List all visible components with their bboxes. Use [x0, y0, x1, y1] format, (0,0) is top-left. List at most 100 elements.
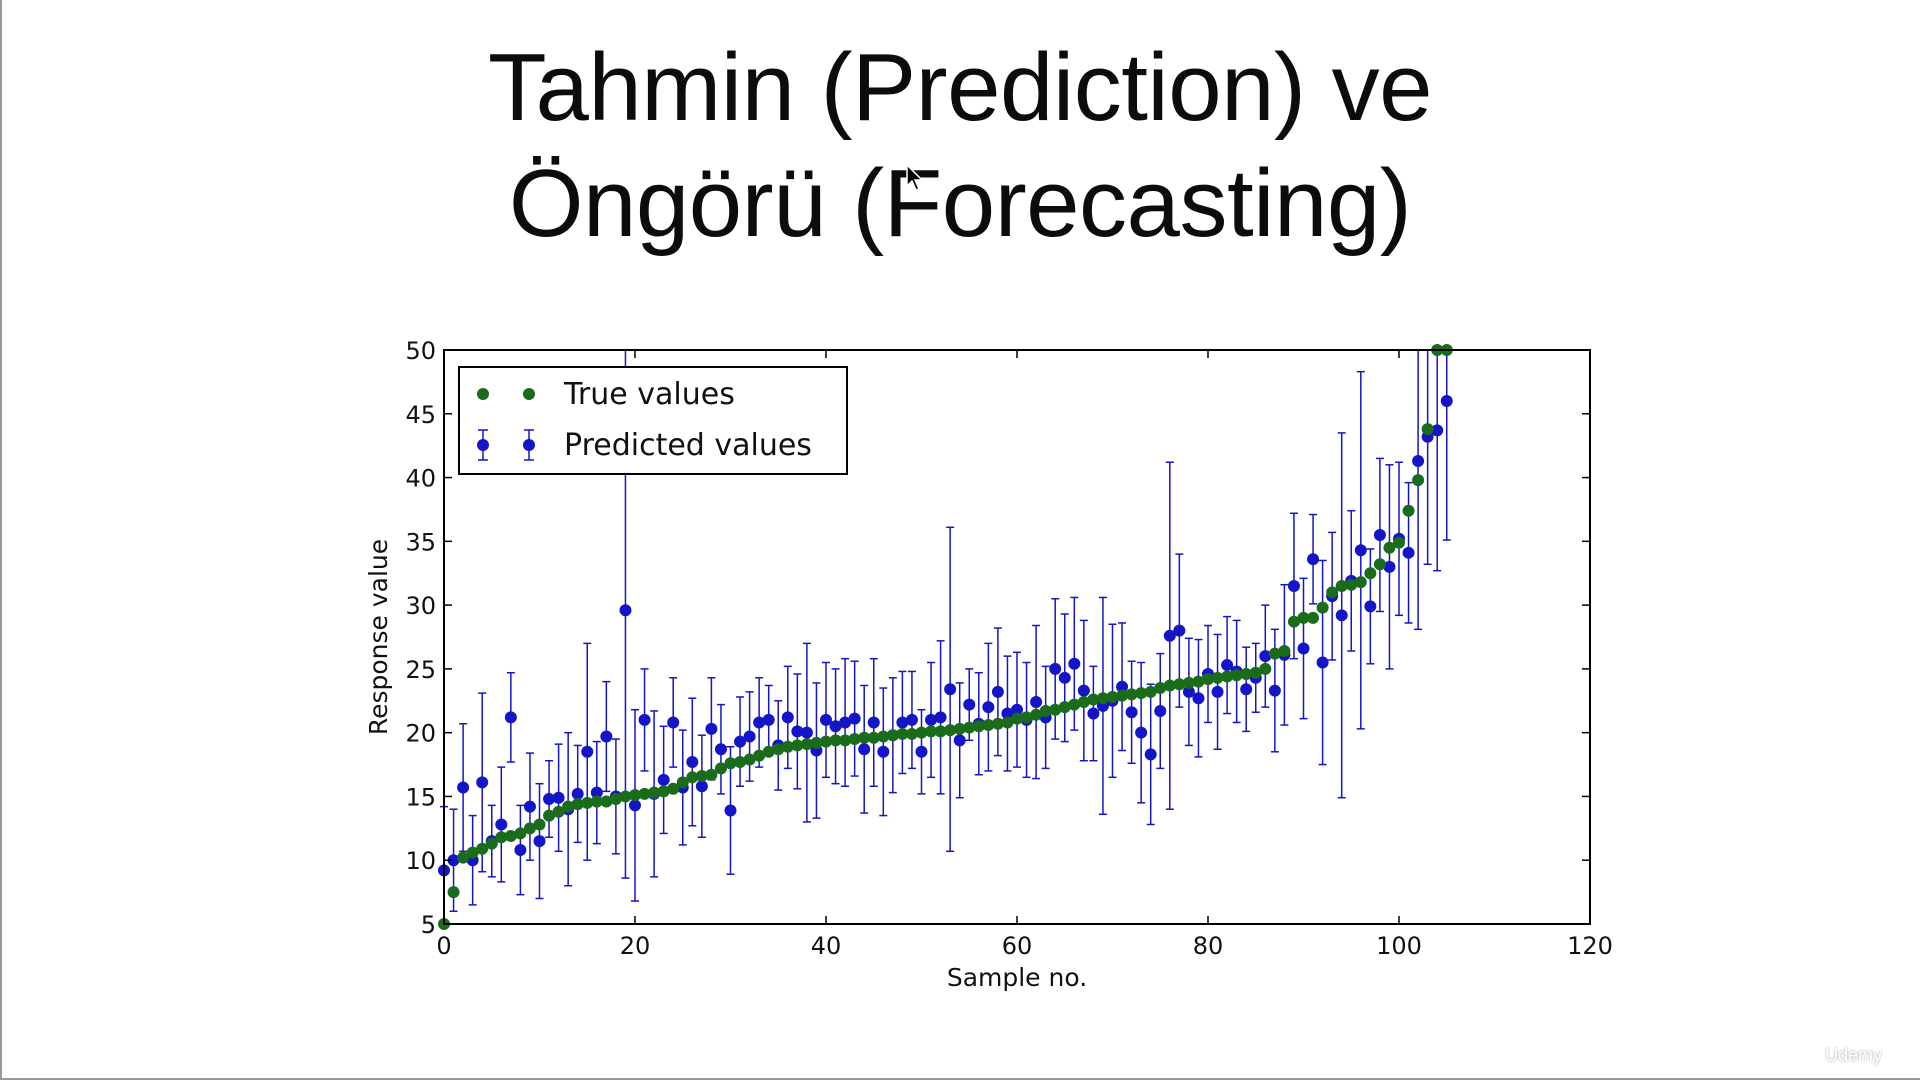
true-point — [1364, 567, 1377, 580]
predicted-point — [753, 716, 766, 729]
predicted-point — [714, 743, 727, 756]
true-point — [1221, 670, 1234, 683]
predicted-point — [905, 713, 918, 726]
true-point — [1335, 579, 1348, 592]
true-point — [791, 739, 804, 752]
true-point — [533, 818, 546, 831]
true-point — [1039, 704, 1052, 717]
predicted-point — [1440, 395, 1453, 408]
true-point — [820, 735, 832, 748]
predicted-point — [695, 780, 708, 793]
predicted-point — [982, 701, 995, 714]
true-point — [982, 719, 995, 732]
predicted-point — [1287, 579, 1300, 592]
true-point — [1173, 678, 1186, 691]
true-point — [676, 776, 689, 789]
predicted-point — [1077, 684, 1090, 697]
true-point — [810, 736, 823, 749]
predicted-point — [705, 722, 718, 735]
true-point — [1240, 667, 1253, 680]
true-point — [905, 727, 918, 740]
true-point — [1154, 682, 1167, 695]
true-point — [648, 786, 661, 799]
predicted-point — [571, 787, 584, 800]
predicted-point — [457, 781, 470, 794]
true-point — [1163, 679, 1176, 692]
true-point — [1393, 536, 1405, 549]
y-tick-label: 10 — [405, 847, 436, 875]
true-point — [1202, 673, 1214, 686]
predicted-point — [800, 726, 813, 739]
true-point — [543, 809, 556, 822]
true-point — [1182, 676, 1195, 689]
predicted-point — [1431, 424, 1444, 437]
true-point — [504, 829, 517, 842]
true-point — [686, 771, 699, 784]
slide-title-line-2: Öngörü (Forecasting) — [508, 150, 1412, 257]
predicted-point — [1144, 748, 1157, 761]
true-point — [1192, 675, 1205, 688]
true-point — [657, 785, 670, 798]
legend-true-marker-2 — [523, 388, 535, 400]
true-point — [772, 743, 785, 756]
true-point — [886, 729, 899, 742]
true-point — [1278, 645, 1291, 658]
true-point — [447, 886, 460, 899]
true-point — [590, 795, 603, 808]
true-point — [1316, 601, 1329, 614]
y-tick-label: 40 — [405, 465, 436, 493]
predicted-point — [963, 698, 976, 711]
true-point — [1058, 701, 1071, 714]
predicted-point — [1154, 704, 1167, 717]
true-point — [762, 745, 775, 758]
predicted-point — [877, 745, 890, 758]
predicted-point — [1268, 684, 1281, 697]
predicted-point — [1163, 629, 1176, 642]
true-point — [1383, 541, 1396, 554]
predicted-point — [1211, 685, 1224, 698]
chart-legend: True values Predicted values — [458, 366, 848, 475]
predicted-point — [581, 745, 594, 758]
predicted-point — [858, 743, 871, 756]
true-point — [1373, 558, 1386, 571]
true-point — [1297, 611, 1310, 624]
predicted-point — [1125, 706, 1138, 719]
x-axis-label: Sample no. — [947, 963, 1087, 992]
true-point — [848, 733, 861, 746]
x-tick-label: 100 — [1376, 932, 1422, 960]
udemy-watermark: Udemy — [1824, 1045, 1882, 1065]
true-point — [562, 800, 575, 813]
legend-true-label: True values — [563, 377, 735, 412]
true-points — [438, 344, 1453, 930]
true-point — [1230, 669, 1243, 682]
true-point — [466, 846, 479, 859]
predicted-point — [1135, 726, 1148, 739]
predicted-point — [1297, 642, 1310, 655]
predicted-point — [1011, 703, 1023, 716]
y-axis-label: Response value — [364, 539, 393, 735]
true-point — [714, 762, 727, 775]
true-point — [1268, 647, 1281, 660]
true-point — [1326, 586, 1339, 599]
true-point — [695, 770, 708, 783]
predicted-point — [1383, 560, 1396, 573]
true-point — [1421, 423, 1434, 436]
legend-true-marker-1 — [477, 388, 489, 400]
predicted-point — [533, 835, 546, 848]
predicted-point — [667, 716, 680, 729]
predicted-point — [543, 792, 556, 805]
true-point — [972, 720, 985, 733]
true-point — [552, 805, 565, 818]
predicted-point — [1240, 683, 1253, 696]
true-point — [1307, 611, 1320, 624]
y-tick-label: 20 — [405, 720, 436, 748]
predicted-point — [1116, 680, 1129, 693]
true-point — [705, 768, 718, 781]
predicted-point — [896, 716, 909, 729]
x-tick-label: 80 — [1193, 932, 1224, 960]
legend-box — [458, 366, 848, 475]
predicted-point — [762, 713, 775, 726]
true-point — [638, 787, 651, 800]
x-axis-ticks: 0 20 40 60 80 100 120 — [436, 350, 1613, 960]
true-point — [1030, 708, 1043, 721]
